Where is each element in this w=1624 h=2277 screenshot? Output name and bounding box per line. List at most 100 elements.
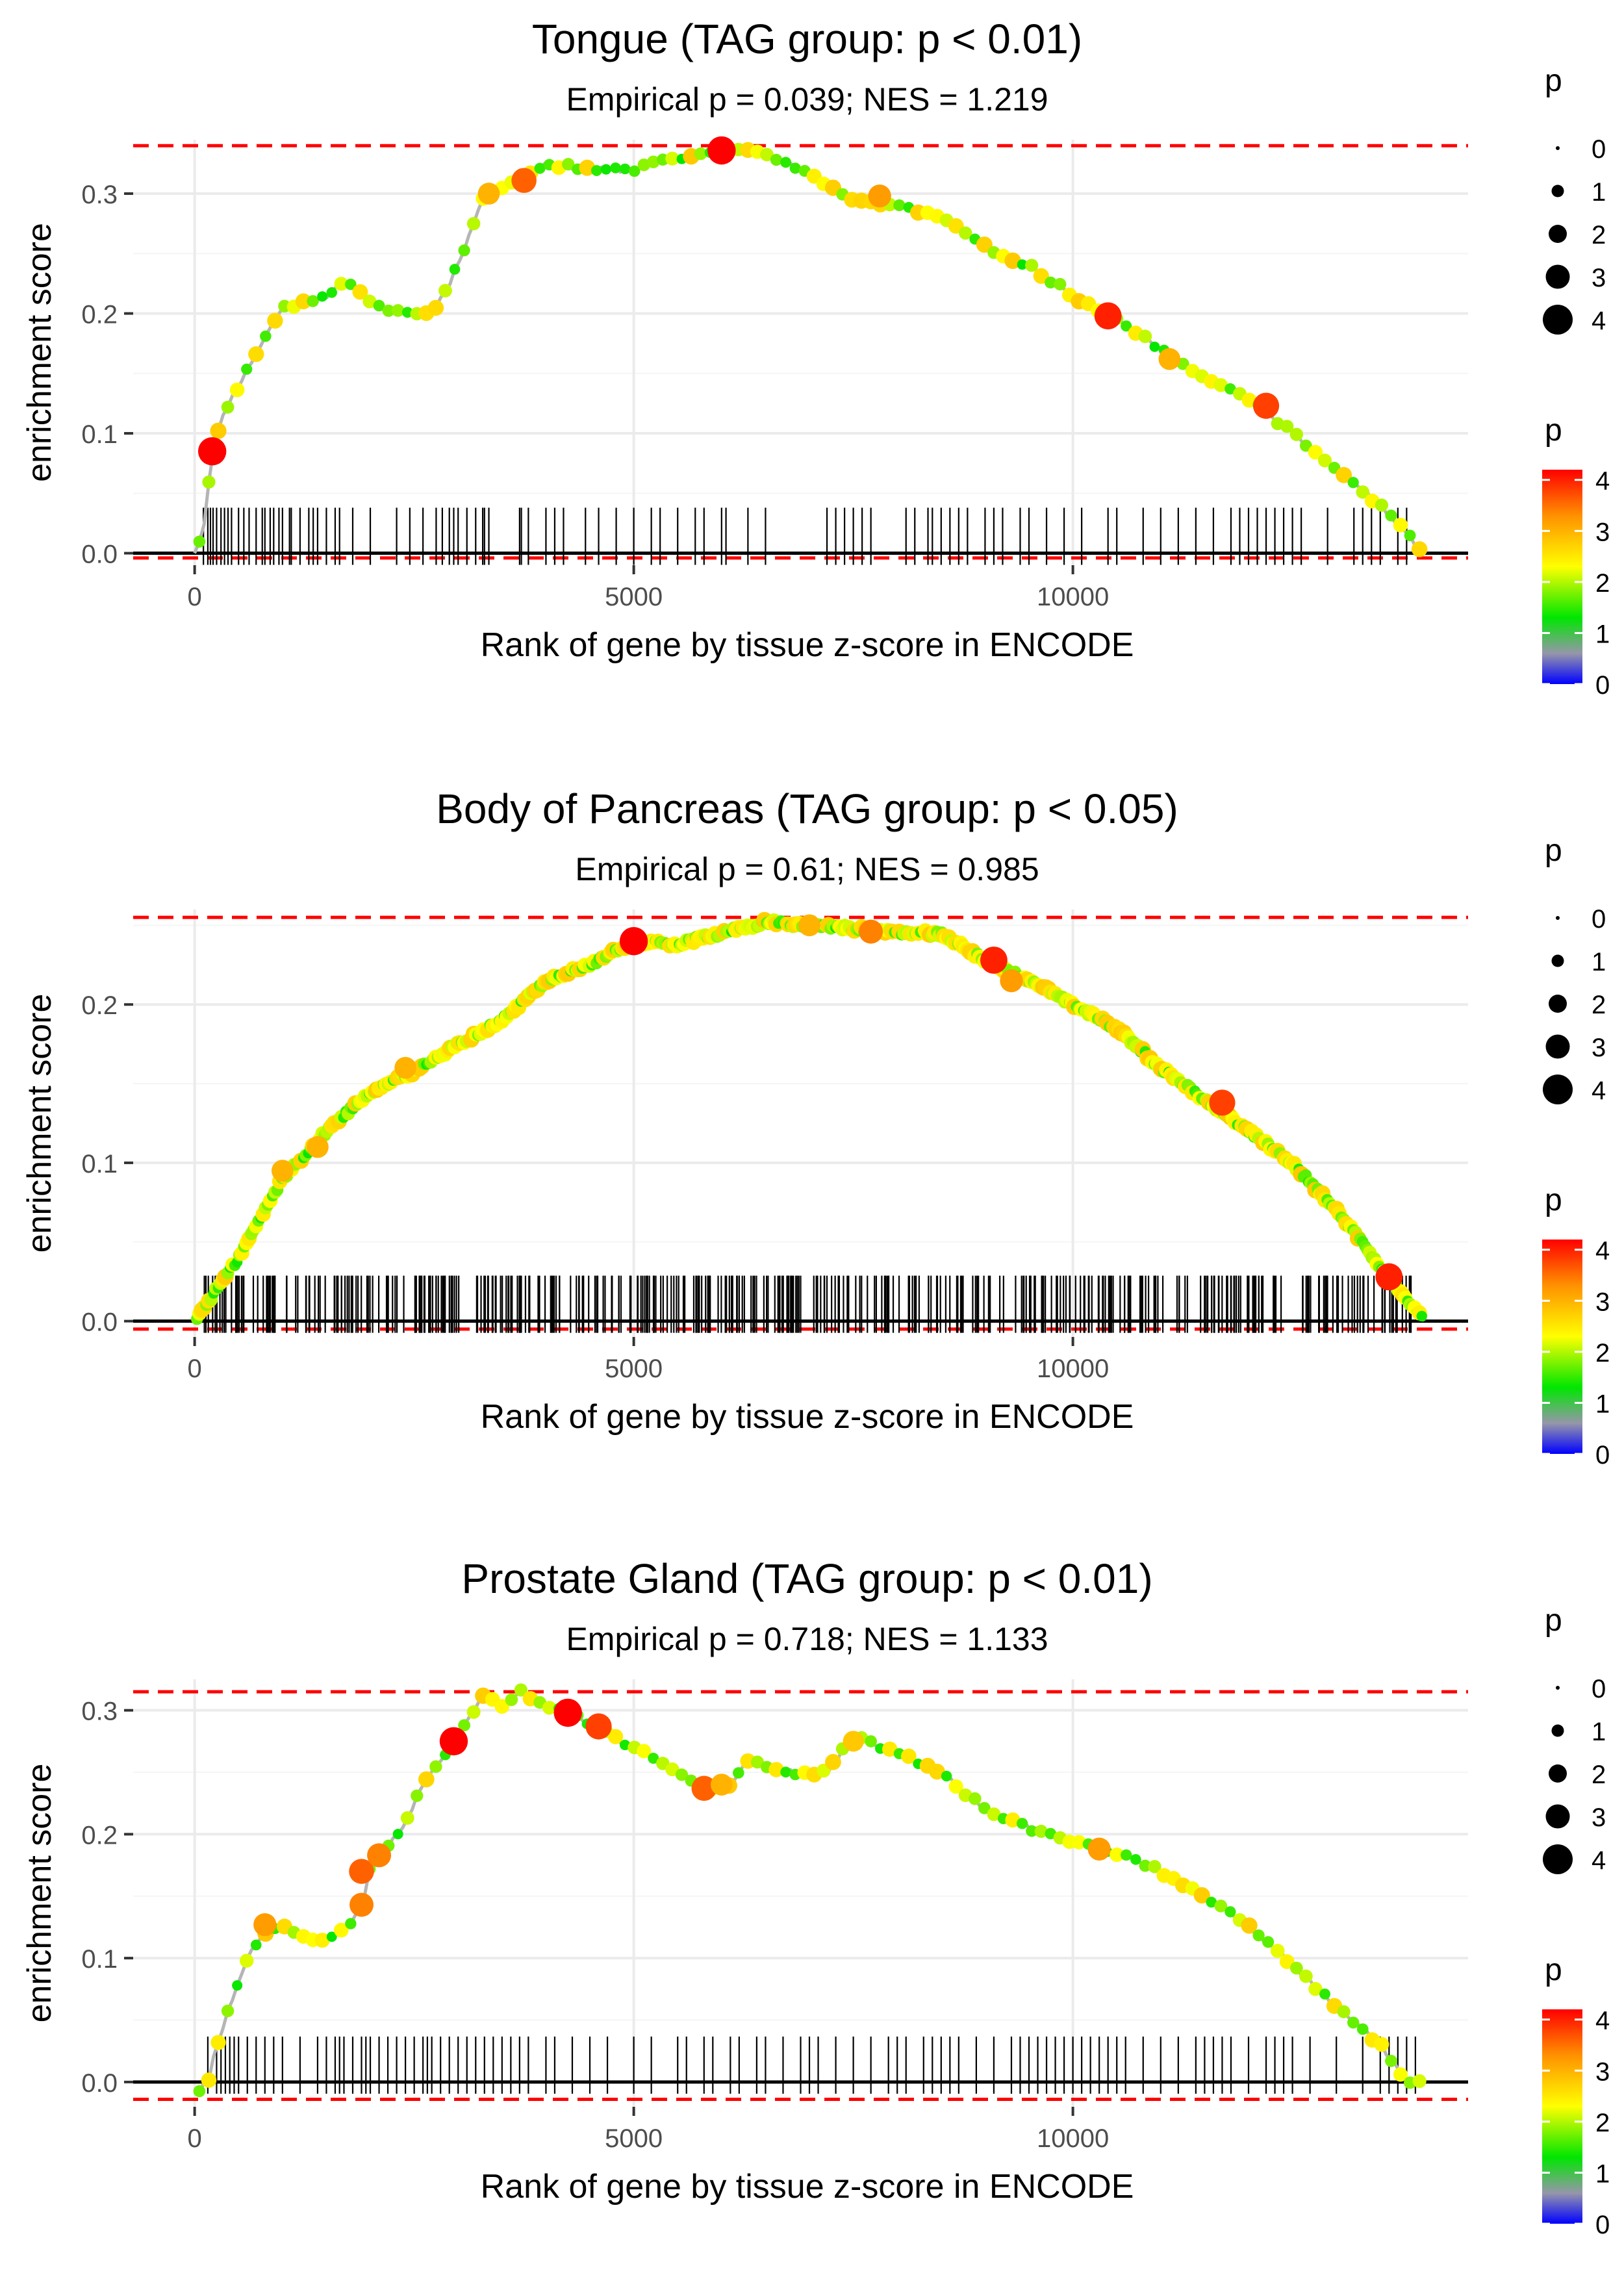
y-tick-label: 0.0 — [81, 2069, 118, 2098]
gene-point — [1252, 1929, 1265, 1942]
x-tick-label: 10000 — [1037, 1355, 1109, 1383]
y-tick-label: 0.2 — [81, 991, 118, 1020]
chart-title: Prostate Gland (TAG group: p < 0.01) — [461, 1555, 1152, 1602]
gene-point — [825, 1753, 841, 1770]
gene-point — [1004, 252, 1021, 270]
gene-point — [210, 422, 227, 439]
color-legend-title: p — [1545, 1953, 1562, 1987]
gene-point — [1317, 453, 1332, 468]
gene-point — [637, 1744, 652, 1759]
gene-point — [1241, 1917, 1258, 1934]
gene-point — [466, 216, 481, 231]
color-legend-label: 4 — [1595, 467, 1610, 496]
gene-point — [1149, 341, 1160, 352]
gene-point — [1121, 320, 1132, 332]
gene-point — [750, 1755, 764, 1769]
gene-point — [1347, 2016, 1360, 2029]
chart-panel-3: Prostate Gland (TAG group: p < 0.01) Empi… — [21, 1555, 1610, 2239]
gene-point — [607, 1729, 624, 1744]
gene-point — [1308, 444, 1323, 460]
gene-point — [579, 159, 596, 176]
gene-point-highlight — [1252, 392, 1280, 419]
size-legend-label: 1 — [1592, 178, 1606, 207]
gene-point-highlight — [511, 168, 537, 194]
x-tick-label: 5000 — [605, 1355, 663, 1383]
gene-point — [1270, 1944, 1285, 1958]
gene-point — [1130, 1853, 1141, 1865]
size-legend-key — [1556, 146, 1560, 150]
gene-point — [1280, 420, 1294, 433]
gene-point — [1356, 2023, 1369, 2035]
size-legend-key — [1551, 184, 1564, 197]
gene-point — [221, 400, 235, 414]
chart-title: Body of Pancreas (TAG group: p < 0.05) — [436, 785, 1178, 832]
gene-point — [987, 1807, 1001, 1822]
gene-point-highlight — [349, 1859, 374, 1884]
gene-point — [1319, 1989, 1330, 2000]
gene-point — [1336, 466, 1352, 483]
gene-point — [1138, 329, 1152, 344]
gene-point — [941, 1770, 952, 1782]
gene-point — [619, 163, 631, 175]
gene-point — [1224, 1906, 1236, 1918]
color-legend-label: 1 — [1595, 1390, 1610, 1418]
y-tick-label: 0.3 — [81, 181, 118, 209]
gene-point — [345, 1918, 357, 1929]
gene-point — [1121, 1849, 1132, 1861]
color-legend-label: 2 — [1595, 1339, 1610, 1367]
gene-point-highlight — [1087, 1837, 1111, 1861]
gene-point-highlight — [1000, 969, 1023, 993]
gene-point — [780, 1766, 791, 1778]
color-legend-title: p — [1545, 1183, 1562, 1217]
gene-point — [1206, 1896, 1217, 1908]
gene-point — [201, 2072, 217, 2088]
gene-point — [1289, 427, 1304, 441]
gene-point — [1262, 1936, 1275, 1948]
gene-point — [429, 1760, 442, 1774]
chart-panel-2: Body of Pancreas (TAG group: p < 0.05) Em… — [21, 785, 1610, 1469]
color-legend-label: 4 — [1595, 1237, 1610, 1266]
gene-point — [229, 382, 245, 398]
gene-point — [534, 162, 546, 174]
chart-panel-1: Tongue (TAG group: p < 0.01) Empirical p … — [21, 16, 1610, 700]
size-legend-label: 4 — [1592, 1846, 1606, 1875]
size-legend-label: 0 — [1592, 1675, 1606, 1703]
gene-point-highlight — [253, 1913, 277, 1937]
color-legend-label: 4 — [1595, 2007, 1610, 2035]
gene-point — [768, 1762, 784, 1777]
size-legend-label: 2 — [1592, 991, 1606, 1019]
size-legend-title: p — [1545, 64, 1562, 98]
gene-point — [326, 287, 337, 298]
size-legend-title: p — [1545, 1603, 1562, 1638]
gene-point — [1033, 268, 1049, 284]
gene-point — [514, 1683, 528, 1697]
gene-point-highlight — [710, 1774, 733, 1796]
gene-point — [466, 1705, 481, 1719]
y-axis-label: enrichment score — [21, 994, 58, 1253]
size-legend-key — [1556, 916, 1560, 920]
gene-point — [978, 1801, 991, 1814]
gene-point-highlight — [798, 914, 820, 937]
x-tick-label: 5000 — [605, 583, 663, 611]
size-legend-label: 3 — [1592, 1034, 1606, 1062]
gene-point — [458, 1719, 470, 1732]
gene-point — [1045, 276, 1057, 289]
gene-point — [665, 151, 679, 166]
color-legend-label: 0 — [1595, 2211, 1610, 2239]
gene-point — [1045, 1827, 1057, 1840]
gene-point — [193, 535, 206, 548]
gene-point — [1139, 1859, 1152, 1872]
gene-point-highlight — [619, 927, 648, 956]
gene-point — [1213, 378, 1228, 392]
gene-point — [210, 2035, 226, 2050]
gene-point-highlight — [691, 1775, 717, 1801]
size-legend-label: 1 — [1592, 1718, 1606, 1746]
gene-point — [345, 278, 357, 290]
gene-point — [590, 165, 602, 177]
gene-point — [232, 1980, 243, 1991]
size-legend-key — [1543, 1844, 1573, 1874]
size-legend-key — [1556, 1686, 1560, 1690]
gene-point-highlight — [868, 184, 891, 208]
gene-point — [449, 264, 461, 275]
